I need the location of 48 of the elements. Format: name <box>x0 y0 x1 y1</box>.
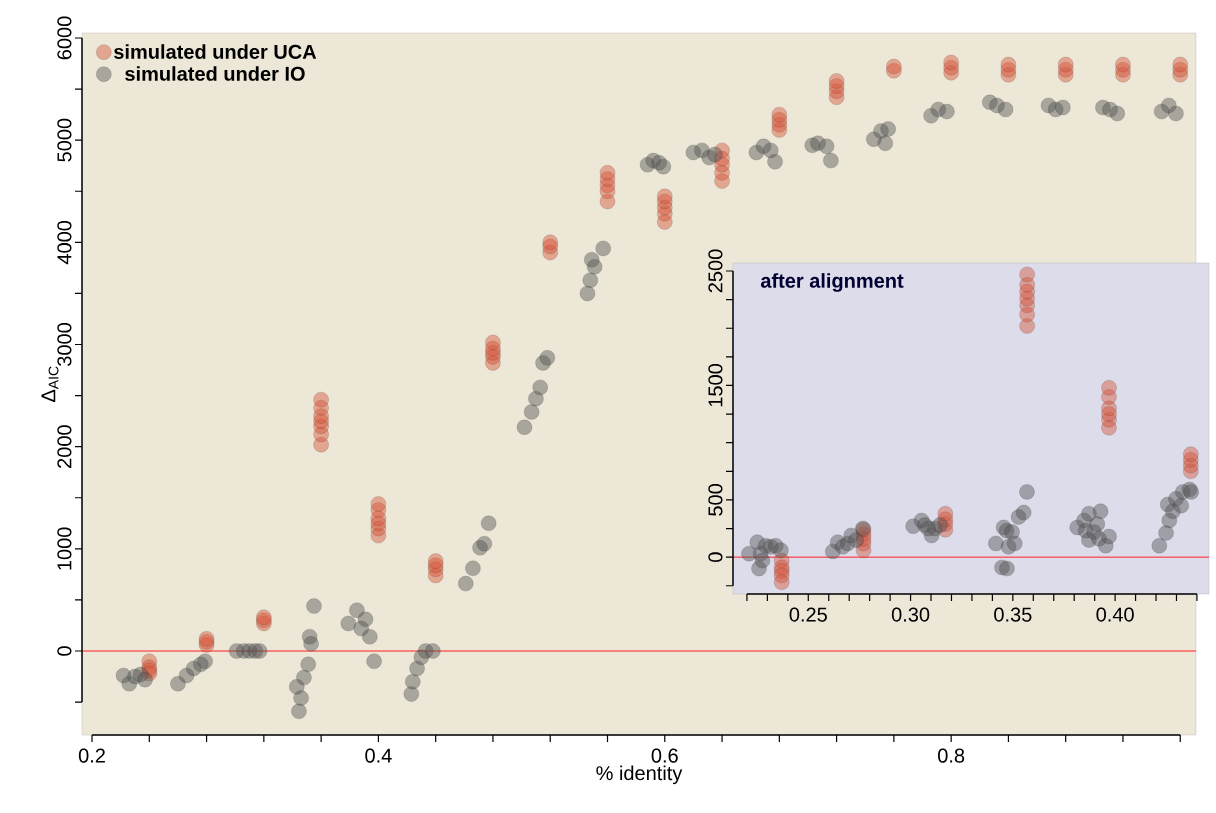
point <box>1151 538 1168 554</box>
point <box>1004 524 1020 540</box>
y-tick-label: 6000 <box>57 16 72 60</box>
point <box>1089 516 1106 532</box>
legend-label: simulated under IO <box>125 66 305 81</box>
y-tick-label: 1500 <box>708 364 723 407</box>
legend-label: simulated under UCA <box>114 44 317 59</box>
point <box>1158 525 1174 541</box>
point <box>1101 380 1117 396</box>
point <box>1019 318 1035 334</box>
x-tick-label: 0.30 <box>891 607 930 622</box>
point <box>754 552 771 569</box>
point <box>988 535 1004 552</box>
point <box>1092 503 1109 520</box>
point <box>1183 446 1199 462</box>
point <box>1101 400 1117 417</box>
y-tick-label: 3000 <box>57 323 72 366</box>
y-tick-label: 500 <box>708 484 723 516</box>
x-tick-label: 0.2 <box>78 748 105 763</box>
y-tick-label: 0 <box>708 552 723 562</box>
y-tick-label: 5000 <box>57 118 72 162</box>
y-tick-label: 1000 <box>57 527 72 570</box>
point <box>773 542 789 558</box>
point <box>1015 504 1032 521</box>
point <box>848 532 864 548</box>
point <box>937 505 954 522</box>
chart-title: after alignment <box>760 273 904 292</box>
point <box>1173 497 1189 514</box>
point <box>1006 535 1023 552</box>
x-tick-label: 0.35 <box>994 607 1032 622</box>
y-tick-label: 0 <box>57 646 72 656</box>
x-tick-label: 0.8 <box>938 748 965 763</box>
point <box>920 520 936 537</box>
point <box>932 517 948 533</box>
point <box>774 574 790 591</box>
point <box>999 560 1015 577</box>
y-tick-label: 2000 <box>57 425 72 468</box>
y-tick-label: 2500 <box>708 249 723 293</box>
point <box>1019 484 1035 500</box>
y-tick-label: 4000 <box>57 220 72 265</box>
x-tick-label: 0.6 <box>651 748 678 763</box>
point <box>1019 266 1035 283</box>
y-axis-title: Δ$_{AIC}$ <box>41 366 59 402</box>
x-tick-label: 0.4 <box>365 748 392 763</box>
x-axis-title: % identity <box>596 765 683 785</box>
x-tick-label: 0.40 <box>1096 607 1134 622</box>
x-tick-label: 0.25 <box>789 607 827 622</box>
point <box>1101 528 1117 545</box>
